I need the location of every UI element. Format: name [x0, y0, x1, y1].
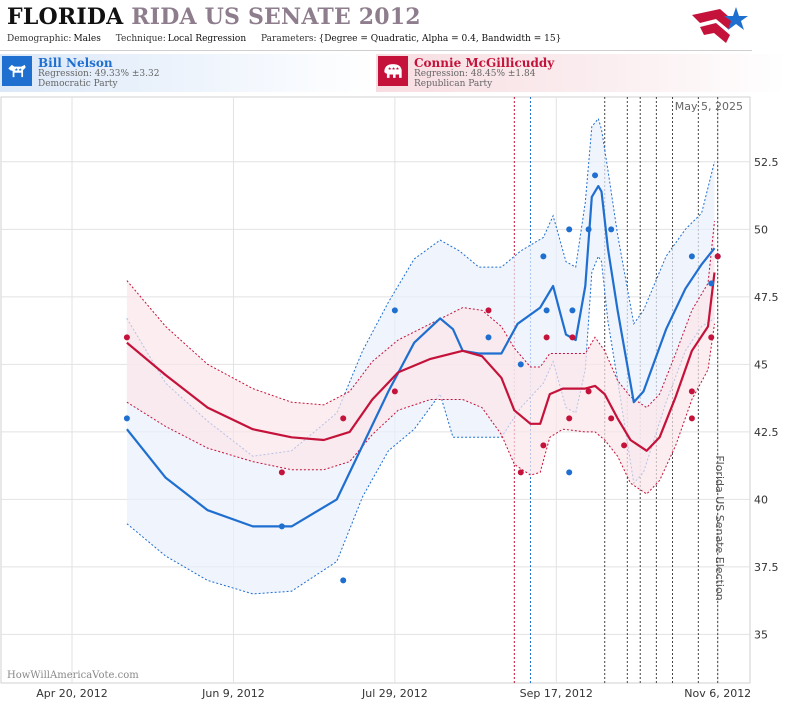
- dem-poll-point: [566, 469, 573, 476]
- rep-poll-point: [585, 388, 592, 395]
- republican-name: Connie McGillicuddy: [414, 56, 555, 70]
- dem-poll-point: [566, 226, 573, 233]
- republican-regression: Regression: 48.45% ±1.84: [414, 69, 536, 79]
- rep-poll-point: [485, 307, 492, 314]
- dem-poll-point: [278, 523, 285, 530]
- dem-poll-point: [592, 172, 599, 179]
- donkey-icon: ★★: [2, 56, 32, 86]
- dem-poll-point: [569, 307, 576, 314]
- elephant-icon: ★★★: [378, 56, 408, 86]
- dem-poll-point: [708, 280, 715, 287]
- rep-poll-point: [123, 334, 130, 341]
- y-tick-label: 37.5: [754, 561, 779, 574]
- dem-poll-point: [517, 361, 524, 368]
- rep-poll-point: [540, 442, 547, 449]
- rep-poll-point: [517, 469, 524, 476]
- democrat-regression: Regression: 49.33% ±3.32: [38, 69, 160, 79]
- poll-points: [123, 172, 721, 584]
- rep-poll-point: [621, 442, 628, 449]
- demographic-value: Males: [73, 34, 101, 44]
- election-label: Florida US Senate Election: [713, 455, 726, 600]
- title-race: RIDA US SENATE 2012: [131, 4, 421, 30]
- x-tick-label: Jul 29, 2012: [361, 687, 428, 700]
- dem-poll-point: [340, 577, 347, 584]
- rep-upper-bound: [126, 221, 715, 409]
- x-tick-label: Sep 17, 2012: [520, 687, 593, 700]
- rep-poll-point: [340, 415, 347, 422]
- rep-poll-point: [608, 415, 615, 422]
- x-tick-label: Nov 6, 2012: [684, 687, 751, 700]
- rep-poll-point: [278, 469, 285, 476]
- parameters-value: {Degree = Quadratic, Alpha = 0.4, Bandwi…: [318, 34, 562, 44]
- y-axis-ticks: 35 37.5 40 42.5 45 47.5 50 52.5: [754, 156, 779, 642]
- dem-poll-point: [123, 415, 130, 422]
- democrat-party: Democratic Party: [38, 79, 118, 89]
- dem-poll-point: [540, 253, 547, 260]
- technique-label: Technique:: [115, 34, 166, 44]
- technique-value: Local Regression: [167, 34, 247, 44]
- rep-poll-point: [714, 253, 721, 260]
- regression-lines: [126, 185, 716, 528]
- rep-poll-point: [566, 415, 573, 422]
- rep-lower-bound: [126, 323, 715, 495]
- rep-poll-point: [391, 388, 398, 395]
- y-tick-label: 35: [754, 628, 768, 641]
- x-tick-label: Jun 9, 2012: [201, 687, 265, 700]
- dem-poll-point: [485, 334, 492, 341]
- dem-poll-point: [585, 226, 592, 233]
- dem-poll-point: [688, 253, 695, 260]
- date-label: May 5, 2025: [675, 100, 743, 113]
- rep-poll-point: [688, 388, 695, 395]
- y-tick-label: 42.5: [754, 426, 779, 439]
- rep-poll-point: [543, 334, 550, 341]
- svg-text:★★★: ★★★: [388, 66, 400, 72]
- y-tick-label: 40: [754, 493, 768, 506]
- democrat-name: Bill Nelson: [38, 56, 113, 70]
- rep-poll-point: [708, 334, 715, 341]
- svg-text:★★: ★★: [14, 67, 22, 73]
- dem-poll-point: [391, 307, 398, 314]
- republican-party: Republican Party: [414, 79, 493, 89]
- rep-poll-point: [688, 415, 695, 422]
- x-axis-ticks: Apr 20, 2012 Jun 9, 2012 Jul 29, 2012 Sep 1…: [36, 687, 751, 700]
- confidence-bands: [126, 117, 715, 595]
- y-tick-label: 50: [754, 223, 768, 236]
- rep-confidence-band: [126, 221, 715, 494]
- dem-poll-point: [608, 226, 615, 233]
- x-tick-label: Apr 20, 2012: [36, 687, 108, 700]
- dem-poll-point: [543, 307, 550, 314]
- parameters-label: Parameters:: [261, 34, 317, 44]
- title-state: FLORIDA: [7, 4, 124, 30]
- candidate-card-republican: ★★★ Connie McGillicuddy Regression: 48.4…: [376, 54, 786, 92]
- y-tick-label: 45: [754, 358, 768, 371]
- watermark: HowWillAmericaVote.com: [7, 670, 139, 681]
- demographic-label: Demographic:: [7, 34, 72, 44]
- header-divider: [0, 50, 752, 51]
- parameters-line: Demographic: Males Technique: Local Regres…: [7, 34, 573, 44]
- dem-regression-line: [126, 185, 716, 528]
- page-title: FLORIDA RIDA US SENATE 2012: [7, 4, 421, 30]
- site-logo: [692, 7, 748, 43]
- y-tick-label: 47.5: [754, 291, 779, 304]
- y-tick-label: 52.5: [754, 156, 779, 169]
- rep-regression-line: [126, 272, 716, 452]
- candidate-card-democrat: ★★ Bill Nelson Regression: 49.33% ±3.32 …: [0, 54, 376, 92]
- rep-poll-point: [569, 334, 576, 341]
